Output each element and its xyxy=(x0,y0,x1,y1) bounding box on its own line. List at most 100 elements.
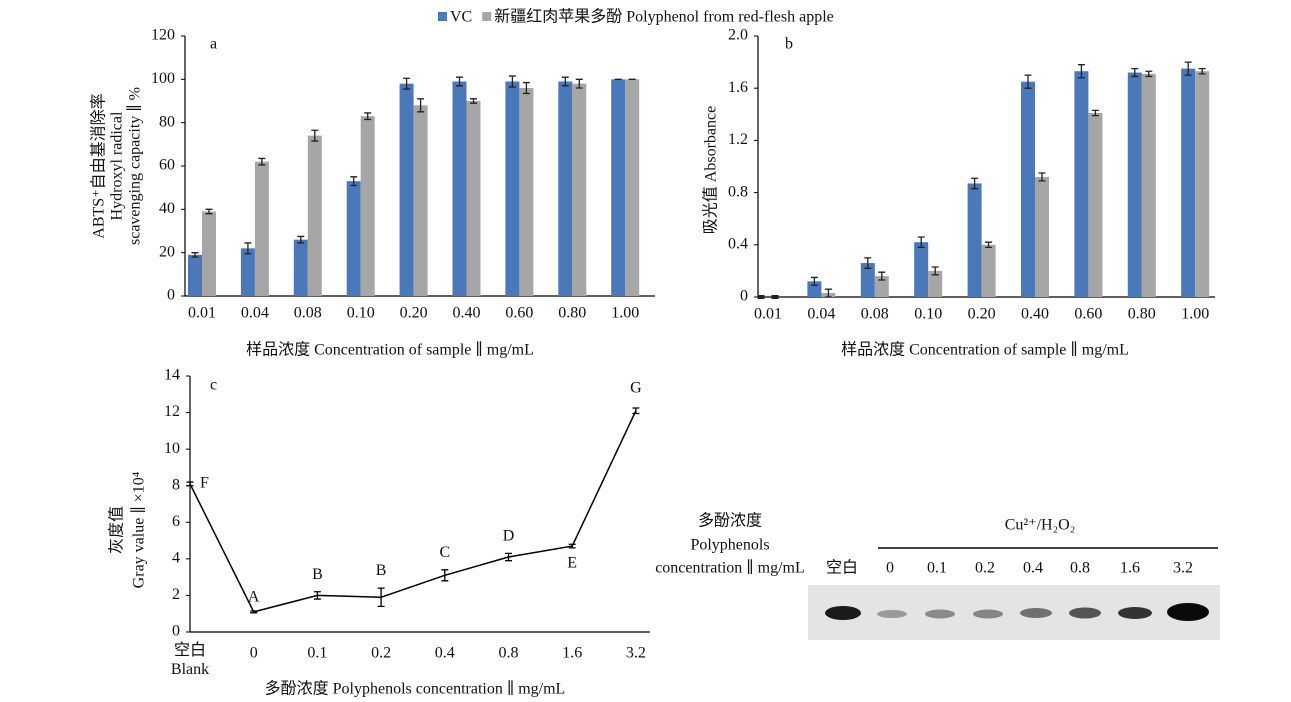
y-tick-label: 14 xyxy=(164,367,180,384)
bar xyxy=(400,84,414,296)
gel-title: 多酚浓度 xyxy=(698,512,762,530)
lane-label: 0.4 xyxy=(1023,560,1043,577)
y-tick-label: 8 xyxy=(172,476,180,493)
x-tick-label: 3.2 xyxy=(626,645,646,662)
y-tick-label: 12 xyxy=(164,403,180,420)
point-label: F xyxy=(200,475,209,492)
gel-title: Polyphenols xyxy=(690,537,769,554)
point-label: B xyxy=(376,562,387,579)
lane-label: 0.8 xyxy=(1070,560,1090,577)
bar xyxy=(308,136,322,296)
gel-group: Cu²⁺/H₂O₂ xyxy=(1005,517,1076,534)
x-tick-label: 0.40 xyxy=(1021,306,1049,323)
x-tick-label: 1.00 xyxy=(1181,306,1209,323)
lane-label: 0.1 xyxy=(927,560,947,577)
bar xyxy=(558,82,572,297)
x-tick-label: 0.08 xyxy=(861,306,889,323)
point-label: B xyxy=(312,566,323,583)
y-tick-label: 120 xyxy=(151,27,175,44)
x-tick-label: 0.60 xyxy=(1074,306,1102,323)
y-tick-label: 0.4 xyxy=(728,235,748,252)
y-tick-label: 4 xyxy=(172,550,180,567)
panel-label: c xyxy=(210,377,217,394)
x-tick-label: 0.8 xyxy=(499,645,519,662)
x-tick-label: 0.1 xyxy=(307,645,327,662)
bar xyxy=(968,183,982,297)
line xyxy=(190,411,636,612)
x-axis-title: 样品浓度 Concentration of sample ∥ mg/mL xyxy=(841,341,1129,359)
bar xyxy=(1128,73,1142,297)
x-tick-label: 0.04 xyxy=(241,305,269,322)
y-axis-title: Hydroxyl radical xyxy=(109,111,126,220)
x-tick-label: 0.01 xyxy=(188,305,216,322)
x-tick-label: 0.20 xyxy=(400,305,428,322)
bar xyxy=(982,245,996,297)
bar xyxy=(625,79,639,296)
x-tick-label: 0.2 xyxy=(371,645,391,662)
x-tick-label: 0.20 xyxy=(968,306,996,323)
x-axis-title: 多酚浓度 Polyphenols concentration ∥ mg/mL xyxy=(265,680,566,698)
gel-title: concentration ∥ mg/mL xyxy=(655,559,805,577)
x-tick-label: 0.4 xyxy=(435,645,455,662)
bar xyxy=(414,105,428,296)
bar xyxy=(572,84,586,296)
legend-swatch xyxy=(482,12,491,21)
x-tick-label: 0.01 xyxy=(754,306,782,323)
lane-label: 3.2 xyxy=(1173,560,1193,577)
y-tick-label: 1.6 xyxy=(728,79,748,96)
gel-band xyxy=(973,610,1003,619)
bar xyxy=(1074,71,1088,297)
x-tick-label: 0.04 xyxy=(807,306,835,323)
lane-label: 1.6 xyxy=(1120,560,1140,577)
y-axis-title: 吸光值 Absorbance xyxy=(702,106,720,234)
legend-swatch xyxy=(438,12,447,21)
bar xyxy=(611,79,625,296)
bar xyxy=(1195,71,1209,297)
x-tick-label: 0.60 xyxy=(505,305,533,322)
panel-label: a xyxy=(210,36,217,53)
bar xyxy=(1181,69,1195,297)
x-tick-label: 1.00 xyxy=(611,305,639,322)
x-axis-title: 样品浓度 Concentration of sample ∥ mg/mL xyxy=(246,341,534,359)
error-bar xyxy=(187,482,194,486)
point-label: E xyxy=(567,555,577,572)
legend-label: VC xyxy=(450,9,472,26)
bar xyxy=(1035,177,1049,297)
chart: 多酚浓度 Polyphenols concentration ∥ mg/mL C… xyxy=(0,0,1291,702)
y-tick-label: 20 xyxy=(159,243,175,260)
point-label: G xyxy=(630,379,642,396)
x-tick-label: 0.10 xyxy=(347,305,375,322)
y-tick-label: 2.0 xyxy=(728,27,748,44)
y-tick-label: 2 xyxy=(172,586,180,603)
y-tick-label: 1.2 xyxy=(728,131,748,148)
x-tick-label: 空白 Blank xyxy=(165,641,215,679)
bar xyxy=(519,88,533,296)
y-tick-label: 0 xyxy=(167,287,175,304)
lane-label: 0.2 xyxy=(975,560,995,577)
bar xyxy=(347,181,361,296)
bar xyxy=(188,255,202,296)
x-tick-label: 0.80 xyxy=(558,305,586,322)
lane-label: 0 xyxy=(886,560,894,577)
y-tick-label: 100 xyxy=(151,70,175,87)
x-tick-label: 0.08 xyxy=(294,305,322,322)
legend-label: 新疆红肉苹果多酚 Polyphenol from red-flesh apple xyxy=(494,8,834,26)
y-tick-label: 6 xyxy=(172,513,180,530)
gel-panel: 多酚浓度 Polyphenols concentration ∥ mg/mL C… xyxy=(655,512,1220,640)
bar xyxy=(1142,74,1156,297)
gel-band xyxy=(877,610,907,618)
x-tick-label: 0 xyxy=(250,645,258,662)
x-tick-label: 0.80 xyxy=(1128,306,1156,323)
panel-label: b xyxy=(785,36,793,53)
lane-label: 空白 xyxy=(826,559,858,577)
bar xyxy=(453,82,467,297)
gel-image xyxy=(808,585,1220,640)
point-label: C xyxy=(439,544,450,561)
x-tick-label: 1.6 xyxy=(562,645,582,662)
gel-band xyxy=(1167,603,1209,621)
gel-band xyxy=(1118,607,1152,619)
bar xyxy=(1021,82,1035,297)
bar xyxy=(202,212,216,297)
y-axis-title: scavenging capacity ∥ % xyxy=(126,87,144,245)
y-tick-label: 0 xyxy=(172,623,180,640)
